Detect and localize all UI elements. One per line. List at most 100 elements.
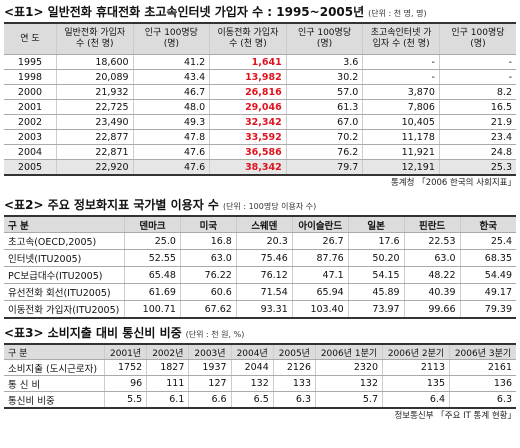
header-cell: 2003년 [188, 344, 232, 360]
cell: 이동전화 가입자(ITU2005) [4, 300, 125, 319]
cell: 103.40 [291, 300, 349, 319]
header-cell: 이동전화 가입자 수 (천 명) [209, 23, 287, 55]
cell: 22,725 [56, 99, 134, 115]
cell: 63.0 [403, 249, 461, 267]
cell: 2002 [4, 114, 57, 130]
header-row: 구 분 2001년 2002년 2003년 2004년 2005년 2006년 1분기 200… [4, 344, 516, 360]
cell: 136 [449, 375, 516, 392]
cell: 23,490 [56, 114, 134, 130]
cell: 인터넷(ITU2005) [4, 249, 125, 267]
cell: 1,641 [209, 54, 287, 70]
table-block: <표1> 일반전화 휴대전화 초고속인터넷 가입자 수 : 1995~2005년… [4, 2, 516, 191]
cell: 23.4 [438, 129, 516, 145]
cell: 65.94 [291, 283, 349, 301]
cell: 2003 [4, 129, 57, 145]
cell: - [438, 69, 516, 85]
table-head: 구 분 덴마크 미국 스웨덴 아이슬란드 일본 핀란드 한국 [4, 216, 516, 233]
cell: 127 [188, 375, 232, 392]
table-row: 2001 22,725 48.0 29,046 61.3 7,806 16.5 [4, 99, 516, 115]
cell: 7,806 [362, 99, 440, 115]
table-head: 연 도 일반전화 가입자 수 (천 명) 인구 100명당 (명) 이동전화 가입자 … [4, 23, 516, 55]
cell: 43.4 [132, 69, 210, 85]
cell: 48.22 [403, 266, 461, 284]
header-cell: 인구 100명당 (명) [285, 23, 363, 55]
header-cell: 연 도 [4, 23, 57, 55]
cell: 111 [146, 375, 189, 392]
table-block: <표3> 소비지출 대비 통신비 비중 (단위 : 천 원, %) 구 분 2001년… [4, 323, 516, 424]
cell: 6.1 [146, 391, 189, 409]
cell: 61.3 [285, 99, 363, 115]
data-table: 구 분 덴마크 미국 스웨덴 아이슬란드 일본 핀란드 한국 초고속(OECD,2005) 25.… [4, 215, 516, 319]
cell: 54.49 [459, 266, 516, 284]
cell: 76.12 [235, 266, 293, 284]
cell: 초고속(OECD,2005) [4, 232, 125, 250]
cell: 75.46 [235, 249, 293, 267]
header-cell: 인구 100명당 (명) [132, 23, 210, 55]
cell: 68.35 [459, 249, 516, 267]
cell: 47.6 [132, 159, 210, 176]
table-row: 소비지출 (도시근로자) 1752 1827 1937 2044 2126 2320 2113… [4, 359, 516, 376]
cell: 13,982 [209, 69, 287, 85]
cell: 1752 [103, 359, 147, 376]
header-cell: 초고속인터넷 가입자 수 (천 명) [362, 23, 440, 55]
cell: 52.55 [124, 249, 181, 267]
cell: 47.1 [291, 266, 349, 284]
header-cell: 2006년 1분기 [315, 344, 383, 360]
unit: (단위 : 100명당 이용자 수) [222, 202, 317, 211]
table-row: 이동전화 가입자(ITU2005) 100.71 67.62 93.31 103.40 7… [4, 300, 516, 319]
header-row: 구 분 덴마크 미국 스웨덴 아이슬란드 일본 핀란드 한국 [4, 216, 516, 233]
table-row: 1995 18,600 41.2 1,641 3.6- - [4, 54, 516, 70]
table-row: 1998 20,089 43.4 13,982 30.2- - [4, 69, 516, 85]
header-cell: 핀란드 [403, 216, 461, 233]
cell: 22,920 [56, 159, 134, 176]
table-head: 구 분 2001년 2002년 2003년 2004년 2005년 2006년 1분기 200… [4, 344, 516, 360]
cell: 96 [103, 375, 147, 392]
header-cell: 일본 [347, 216, 405, 233]
cell: 73.97 [347, 300, 405, 319]
table-title: <표2> 주요 정보화지표 국가별 이용자 수 (단위 : 100명당 이용자 수… [4, 195, 516, 215]
table-row: 초고속(OECD,2005) 25.0 16.8 20.3 26.7 17.6 22.53 2… [4, 232, 516, 250]
header-cell: 구 분 [4, 216, 125, 233]
cell: 25.4 [459, 232, 516, 250]
cell: 17.6 [347, 232, 405, 250]
table-title: <표3> 소비지출 대비 통신비 비중 (단위 : 천 원, %) [4, 323, 516, 343]
cell: 2161 [449, 359, 516, 376]
table-body: 초고속(OECD,2005) 25.0 16.8 20.3 26.7 17.6 22.53 2… [4, 232, 516, 319]
cell: 49.17 [459, 283, 516, 301]
cell: 소비지출 (도시근로자) [4, 359, 105, 376]
cell: 18,600 [56, 54, 134, 70]
cell: 50.20 [347, 249, 405, 267]
cell: 3,870 [362, 84, 440, 100]
cell: - [362, 69, 440, 85]
cell: 30.2 [285, 69, 363, 85]
cell: 32,342 [209, 114, 287, 130]
cell: 60.6 [179, 283, 237, 301]
cell: 6.6 [188, 391, 232, 409]
cell: 47.8 [132, 129, 210, 145]
cell: 25.3 [438, 159, 516, 176]
cell: 6.3 [449, 391, 516, 409]
cell: 2320 [315, 359, 383, 376]
table-body: 소비지출 (도시근로자) 1752 1827 1937 2044 2126 2320 2113… [4, 359, 516, 409]
header-cell: 아이슬란드 [291, 216, 349, 233]
cell: 87.76 [291, 249, 349, 267]
cell: 11,178 [362, 129, 440, 145]
header-cell: 덴마크 [124, 216, 181, 233]
cell: 33,592 [209, 129, 287, 145]
cell: 11,921 [362, 144, 440, 160]
cell: 22,877 [56, 129, 134, 145]
header-cell: 일반전화 가입자 수 (천 명) [56, 23, 134, 55]
table-row: PC보급대수(ITU2005) 65.48 76.22 76.12 47.1 54.15 4… [4, 266, 516, 284]
cell: 2005 [4, 159, 57, 176]
cell: 1995 [4, 54, 57, 70]
cell: 36,586 [209, 144, 287, 160]
cell: 2004 [4, 144, 57, 160]
table-body: 1995 18,600 41.2 1,641 3.6- -1998 20,089 43.4 13… [4, 54, 516, 176]
cell: 6.3 [272, 391, 316, 409]
cell: 2000 [4, 84, 57, 100]
cell: 6.4 [382, 391, 450, 409]
cell: 67.62 [179, 300, 237, 319]
cell: 1998 [4, 69, 57, 85]
header-cell: 2002년 [146, 344, 189, 360]
table-row: 2005 22,920 47.6 38,342 79.7 12,191 25.3 [4, 159, 516, 176]
